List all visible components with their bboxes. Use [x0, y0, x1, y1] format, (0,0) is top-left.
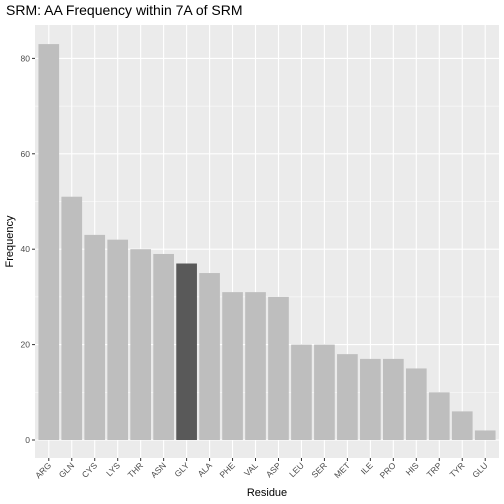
- x-tick-label: TRP: [425, 460, 444, 479]
- x-tick-label: TYR: [448, 460, 467, 479]
- bar-glu: [474, 430, 496, 440]
- bar-val: [245, 292, 266, 440]
- y-tick-label: 0: [25, 435, 30, 445]
- x-tick-label: GLN: [57, 460, 76, 479]
- bar-lys: [107, 239, 129, 440]
- y-tick-label: 20: [21, 340, 31, 350]
- bar-ala: [199, 273, 220, 440]
- x-tick-label: LYS: [104, 460, 122, 478]
- x-tick-label: ILE: [359, 460, 375, 476]
- bar-phe: [222, 292, 243, 440]
- bar-cys: [84, 234, 106, 440]
- x-tick-label: CYS: [80, 460, 100, 480]
- x-tick-label: PRO: [378, 460, 398, 480]
- y-axis-title: Frequency: [4, 215, 16, 267]
- x-tick-label: ARG: [33, 460, 53, 480]
- bar-trp: [428, 392, 450, 440]
- x-tick-label: HIS: [404, 460, 421, 477]
- bars: [38, 44, 496, 441]
- bar-asn: [153, 253, 174, 440]
- bar-tyr: [451, 411, 473, 440]
- x-tick-label: LEU: [287, 460, 306, 479]
- x-tick-label: ASN: [149, 460, 168, 479]
- bar-gln: [61, 196, 83, 440]
- chart-title: SRM: AA Frequency within 7A of SRM: [6, 2, 243, 18]
- bar-ile: [360, 358, 381, 440]
- x-axis-title: Residue: [247, 487, 287, 499]
- x-tick-label: PHE: [218, 460, 238, 480]
- x-tick-label: ASP: [264, 460, 283, 479]
- bar-leu: [291, 344, 312, 440]
- y-axis: 0 20 40 60 80: [21, 53, 35, 445]
- bar-asp: [268, 296, 289, 440]
- bar-pro: [383, 358, 404, 440]
- bar-his: [405, 368, 427, 440]
- y-tick-label: 80: [21, 53, 31, 63]
- x-axis: ARG GLN CYS LYS THR ASN GLY ALA PHE VAL ASP LEU SER M…: [33, 458, 490, 480]
- bar-gly: [176, 263, 197, 440]
- bar-arg: [38, 44, 60, 441]
- x-tick-label: GLU: [470, 460, 489, 479]
- x-tick-label: MET: [332, 460, 352, 480]
- x-tick-label: VAL: [242, 460, 260, 478]
- y-tick-label: 40: [21, 244, 31, 254]
- y-tick-label: 60: [21, 149, 31, 159]
- x-tick-label: ALA: [196, 460, 215, 479]
- x-tick-label: GLY: [172, 460, 191, 479]
- x-tick-label: THR: [126, 460, 145, 479]
- x-tick-label: SER: [309, 460, 328, 479]
- bar-ser: [314, 344, 335, 440]
- bar-thr: [130, 249, 151, 440]
- bar-met: [337, 354, 358, 440]
